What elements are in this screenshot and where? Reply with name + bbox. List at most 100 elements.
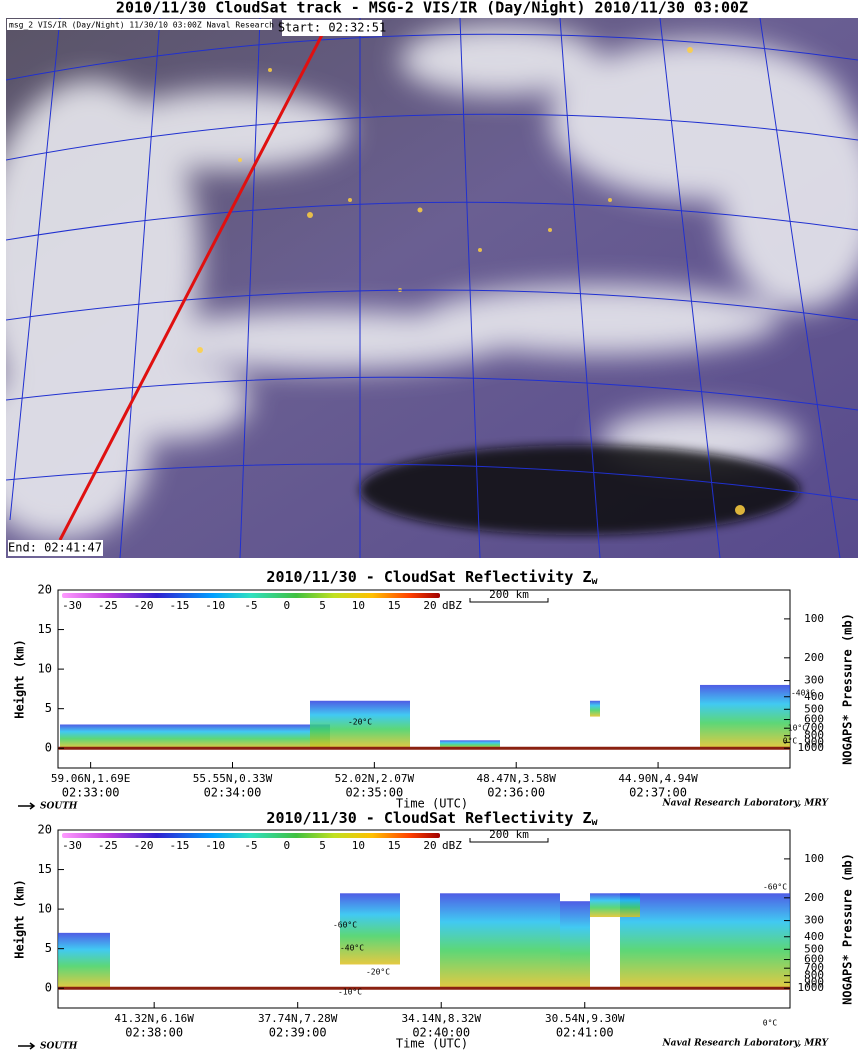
satellite-map bbox=[6, 18, 858, 558]
x-tick-coord: 52.02N,2.07W bbox=[335, 772, 415, 785]
x-tick-label: 02:39:00 bbox=[269, 1026, 327, 1040]
colorbar-label: -15 bbox=[169, 599, 189, 612]
reflectivity-echo bbox=[440, 893, 560, 989]
reflectivity-echo bbox=[590, 700, 600, 717]
isotherm-label: -20°C bbox=[366, 968, 390, 977]
isotherm-label: -40°C bbox=[791, 689, 815, 698]
colorbar-label: -5 bbox=[244, 599, 257, 612]
colorbar-label: 10 bbox=[352, 839, 365, 852]
scale-bar-label: 200 km bbox=[489, 828, 529, 841]
y-tick-label: 0 bbox=[45, 741, 52, 755]
isotherm-label: -40°C bbox=[340, 944, 364, 953]
colorbar-label: -5 bbox=[244, 839, 257, 852]
x-axis-label: Time (UTC) bbox=[396, 797, 468, 811]
y-tick-label: 20 bbox=[38, 583, 52, 597]
x-tick-label: 02:34:00 bbox=[204, 786, 262, 800]
x-tick-label: 02:40:00 bbox=[412, 1026, 470, 1040]
x-tick-coord: 34.14N,8.32W bbox=[401, 1012, 481, 1025]
pressure-tick-label: 700 bbox=[804, 721, 824, 734]
reflectivity-echo bbox=[590, 893, 640, 918]
isotherm-label: 0°C bbox=[783, 737, 798, 746]
direction-arrow bbox=[18, 1042, 36, 1050]
y-axis-label: Height (km) bbox=[13, 879, 27, 958]
x-tick-label: 02:35:00 bbox=[345, 786, 403, 800]
colorbar bbox=[62, 593, 440, 598]
credit: Naval Research Laboratory, MRY bbox=[661, 799, 829, 809]
pressure-tick-label: 200 bbox=[804, 891, 824, 904]
colorbar-label: -30 bbox=[62, 839, 82, 852]
pressure-tick-label: 100 bbox=[804, 852, 824, 865]
pressure-tick-label: 100 bbox=[804, 612, 824, 625]
colorbar-label: -20 bbox=[134, 839, 154, 852]
pressure-tick-label: 500 bbox=[804, 942, 824, 955]
y2-axis-label: NOGAPS* Pressure (mb) bbox=[841, 613, 855, 765]
isotherm-label: -10°C bbox=[783, 724, 807, 733]
colorbar-label: -10 bbox=[205, 839, 225, 852]
x-tick-label: 02:33:00 bbox=[62, 786, 120, 800]
x-tick-label: 02:38:00 bbox=[125, 1026, 183, 1040]
colorbar-label: -30 bbox=[62, 599, 82, 612]
panel-title-text: 2010/11/30 - CloudSat Reflectivity Z bbox=[266, 809, 591, 827]
pressure-tick-label: 400 bbox=[804, 930, 824, 943]
panel-title-text: 2010/11/30 - CloudSat Reflectivity Z bbox=[266, 568, 591, 586]
pressure-tick-label: 400 bbox=[804, 690, 824, 703]
x-tick-label: 02:41:00 bbox=[556, 1026, 614, 1040]
colorbar-label: 15 bbox=[388, 599, 401, 612]
colorbar-label: 10 bbox=[352, 599, 365, 612]
reflectivity-echo bbox=[620, 893, 790, 989]
pressure-tick-label: 600 bbox=[804, 713, 824, 726]
colorbar-label: -20 bbox=[134, 599, 154, 612]
y-tick-label: 10 bbox=[38, 662, 52, 676]
pressure-tick-label: 300 bbox=[804, 914, 824, 927]
colorbar-label: 5 bbox=[319, 599, 326, 612]
panel-title: 2010/11/30 - CloudSat Reflectivity Zw bbox=[266, 568, 598, 588]
pressure-tick-label: 700 bbox=[804, 961, 824, 974]
map-header-box bbox=[7, 19, 272, 30]
colorbar-unit: dBZ bbox=[442, 599, 462, 612]
colorbar-unit: dBZ bbox=[442, 839, 462, 852]
y-tick-label: 15 bbox=[38, 862, 52, 876]
track-end: End: 02:41:47 bbox=[8, 541, 102, 555]
isotherm-label: -60°C bbox=[763, 883, 787, 892]
colorbar-label: 0 bbox=[283, 839, 290, 852]
colorbar-label: -10 bbox=[205, 599, 225, 612]
end-box bbox=[8, 540, 103, 556]
x-tick-coord: 37.74N,7.28W bbox=[258, 1012, 338, 1025]
y2-axis-label: NOGAPS* Pressure (mb) bbox=[841, 853, 855, 1005]
panel-title-sub: w bbox=[592, 576, 599, 587]
isotherm-label: -20°C bbox=[348, 718, 372, 727]
pressure-tick-label: 200 bbox=[804, 651, 824, 664]
direction-arrow bbox=[18, 802, 36, 810]
scale-bar bbox=[469, 598, 549, 603]
x-tick-coord: 55.55N,0.33W bbox=[193, 772, 273, 785]
pressure-tick-label: 900 bbox=[804, 735, 824, 748]
colorbar-label: -25 bbox=[98, 599, 118, 612]
x-tick-coord: 48.47N,3.58W bbox=[476, 772, 556, 785]
y-tick-label: 0 bbox=[45, 981, 52, 995]
scale-bar bbox=[469, 838, 549, 843]
credit: Naval Research Laboratory, MRY bbox=[661, 1039, 829, 1049]
scale-bar-label: 200 km bbox=[489, 588, 529, 601]
pressure-tick-label: 300 bbox=[804, 674, 824, 687]
pressure-tick-label: 800 bbox=[804, 969, 824, 982]
colorbar-label: 15 bbox=[388, 839, 401, 852]
x-tick-label: 02:37:00 bbox=[629, 786, 687, 800]
panel-title: 2010/11/30 - CloudSat Reflectivity Zw bbox=[266, 809, 598, 829]
isotherm-label: 0°C bbox=[763, 1019, 778, 1028]
pressure-tick-label: 1000 bbox=[798, 981, 825, 994]
direction: SOUTH bbox=[40, 802, 78, 812]
colorbar-label: 20 bbox=[423, 839, 436, 852]
pressure-tick-label: 800 bbox=[804, 729, 824, 742]
x-tick-coord: 30.54N,9.30W bbox=[545, 1012, 625, 1025]
page-title: 2010/11/30 CloudSat track - MSG-2 VIS/IR… bbox=[116, 0, 748, 17]
reflectivity-echo bbox=[58, 932, 110, 989]
pressure-tick-label: 900 bbox=[804, 975, 824, 988]
pressure-tick-label: 600 bbox=[804, 953, 824, 966]
y-axis-label: Height (km) bbox=[13, 639, 27, 718]
pressure-tick-label: 500 bbox=[804, 702, 824, 715]
track-start: Start: 02:32:51 bbox=[278, 21, 386, 35]
reflectivity-echo bbox=[340, 893, 400, 965]
colorbar-label: 20 bbox=[423, 599, 436, 612]
y-tick-label: 5 bbox=[45, 941, 52, 955]
